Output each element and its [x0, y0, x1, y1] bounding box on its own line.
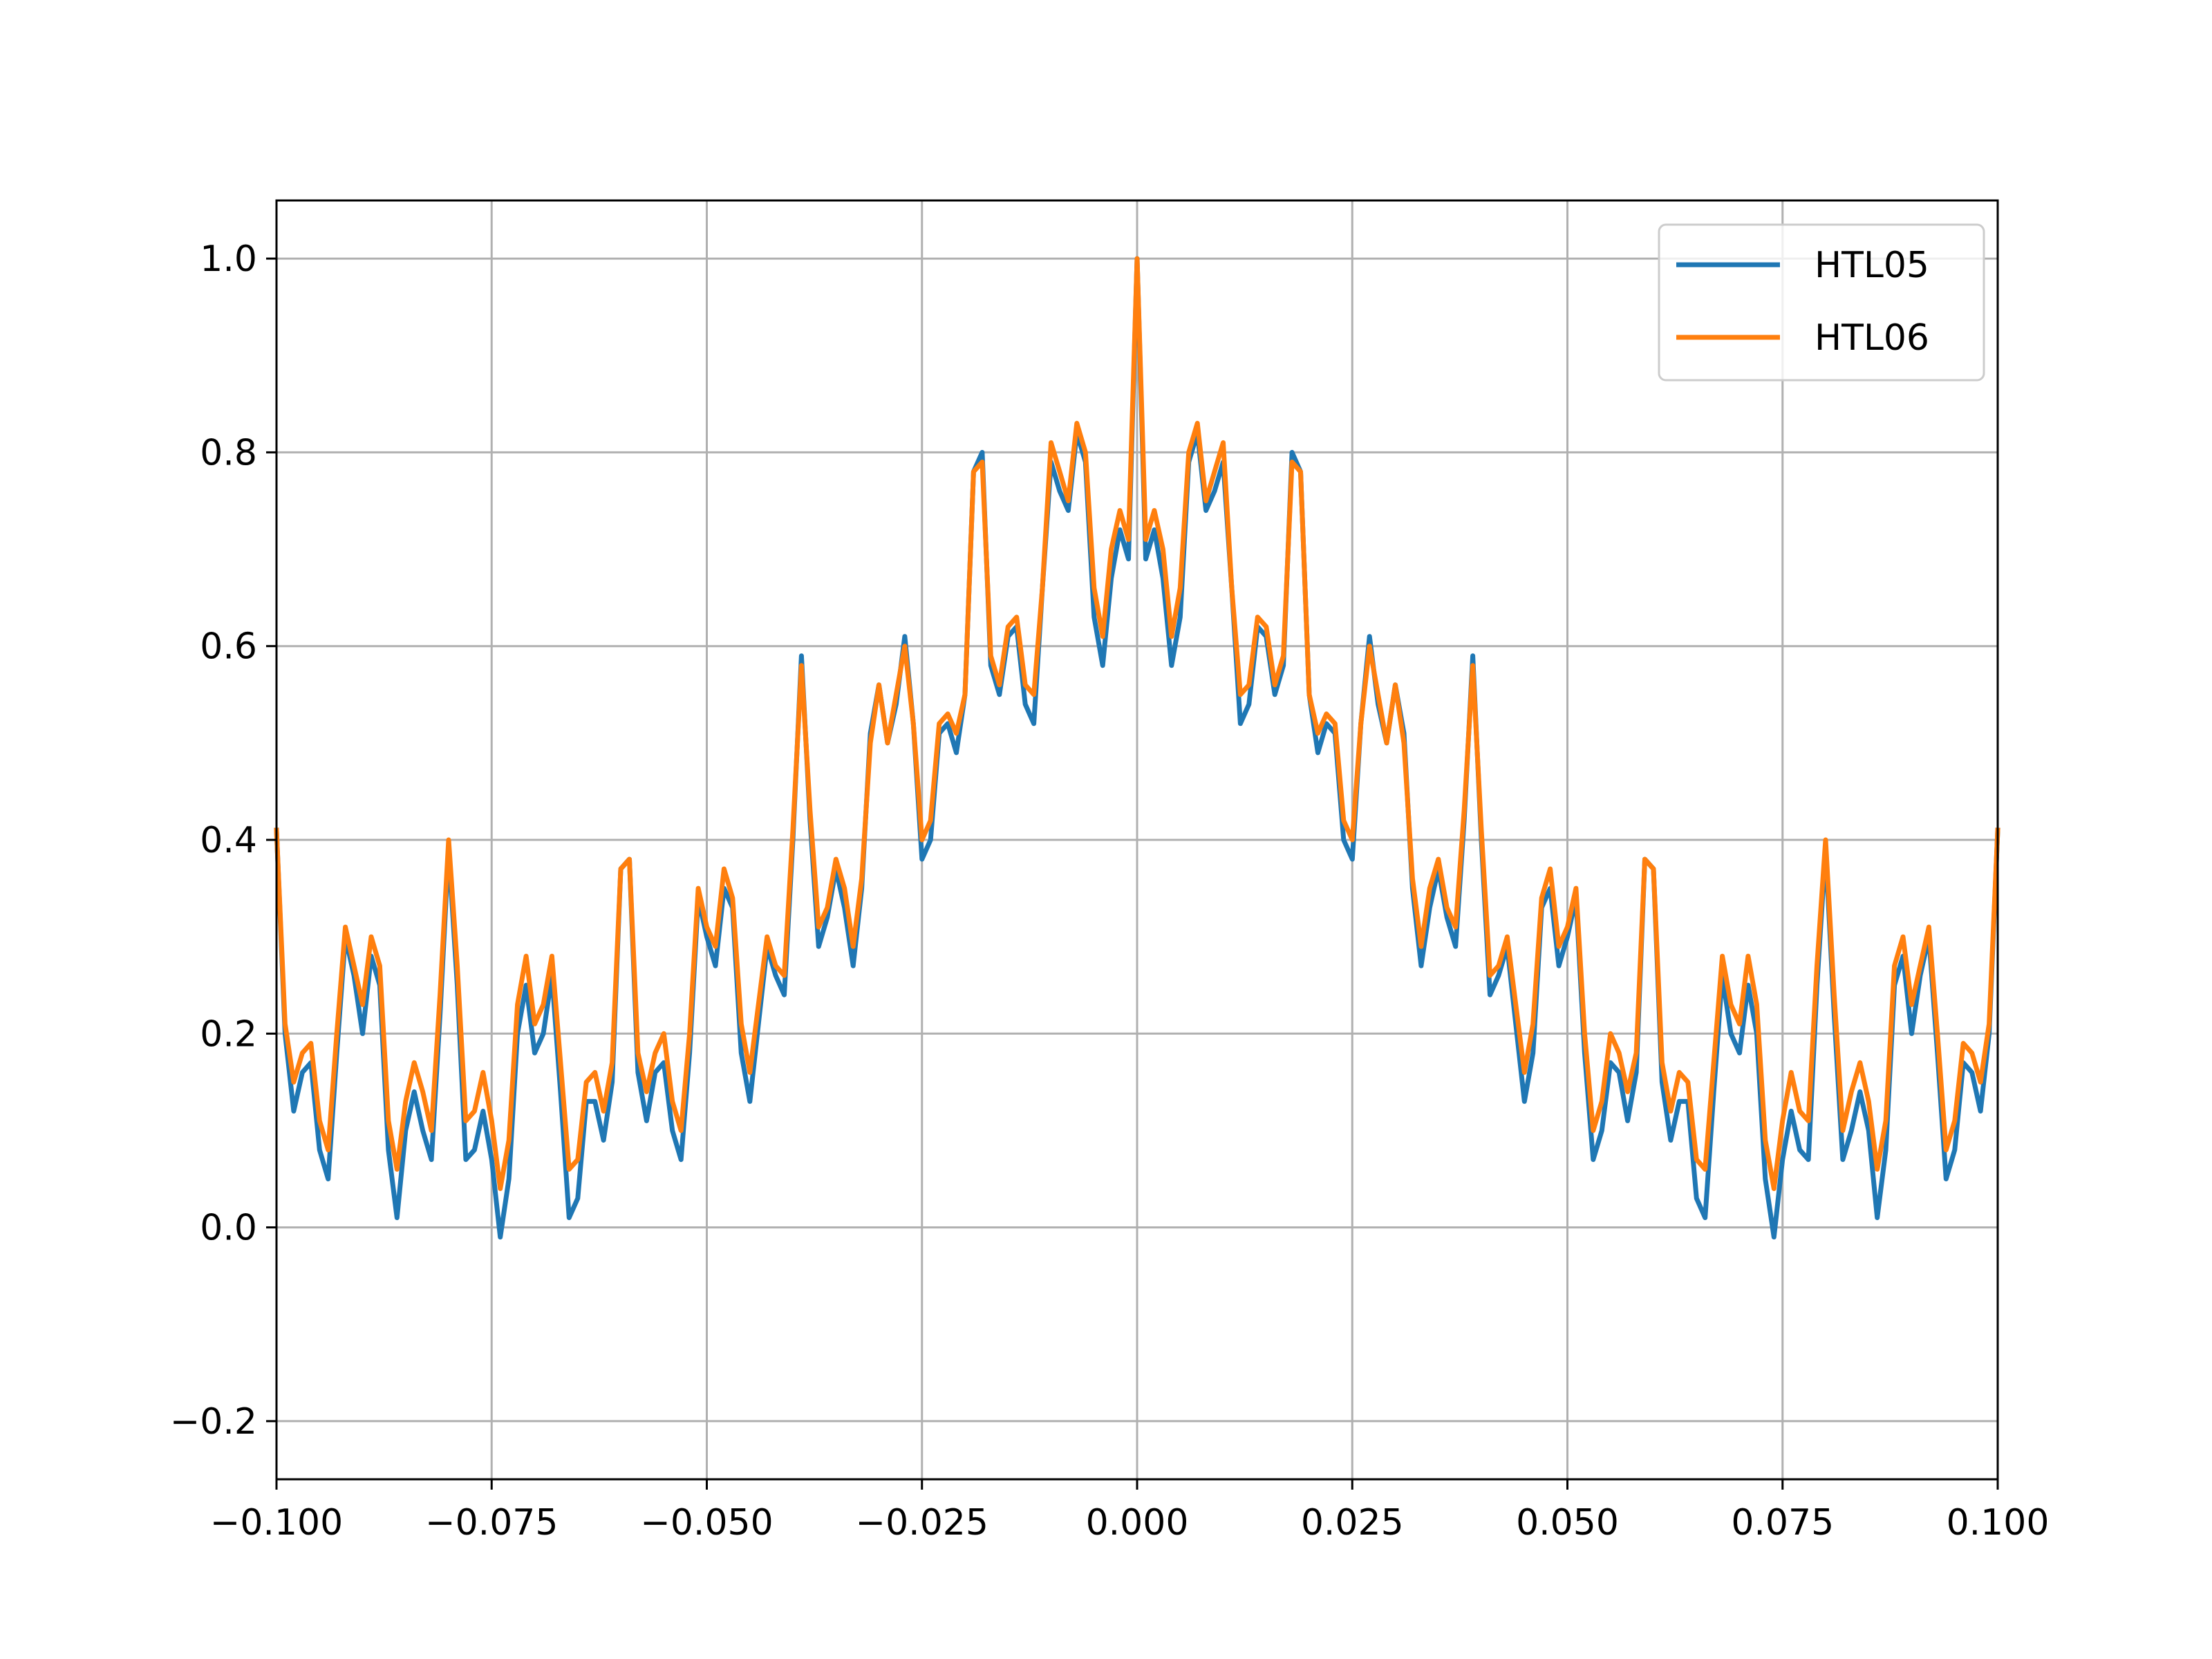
legend: HTL05 HTL06 [1658, 223, 1985, 382]
series-lines [274, 256, 2000, 1240]
legend-label-htl06: HTL06 [1815, 317, 1929, 359]
axis-ticks: −0.100 −0.075 −0.050 −0.025 0.000 0.025 0.050 0… [170, 238, 2050, 1544]
series-line-htl06 [274, 256, 2000, 1191]
x-tick-label: 0.000 [1086, 1502, 1189, 1544]
x-tick-label: −0.075 [425, 1502, 558, 1544]
y-tick-label: 0.6 [200, 626, 257, 668]
x-tick-label: −0.100 [210, 1502, 343, 1544]
x-tick-label: 0.075 [1731, 1502, 1834, 1544]
x-tick-label: 0.025 [1301, 1502, 1404, 1544]
x-tick-label: 0.100 [1947, 1502, 2050, 1544]
y-tick-label: 0.2 [200, 1013, 257, 1055]
legend-label-htl05: HTL05 [1815, 245, 1929, 286]
y-tick-label: −0.2 [170, 1401, 257, 1443]
y-tick-label: 0.4 [200, 820, 257, 861]
x-tick-label: 0.050 [1516, 1502, 1619, 1544]
x-tick-label: −0.050 [640, 1502, 773, 1544]
y-tick-label: 0.0 [200, 1208, 257, 1249]
y-tick-label: 0.8 [200, 432, 257, 474]
x-tick-label: −0.025 [856, 1502, 988, 1544]
y-tick-label: 1.0 [200, 238, 257, 280]
